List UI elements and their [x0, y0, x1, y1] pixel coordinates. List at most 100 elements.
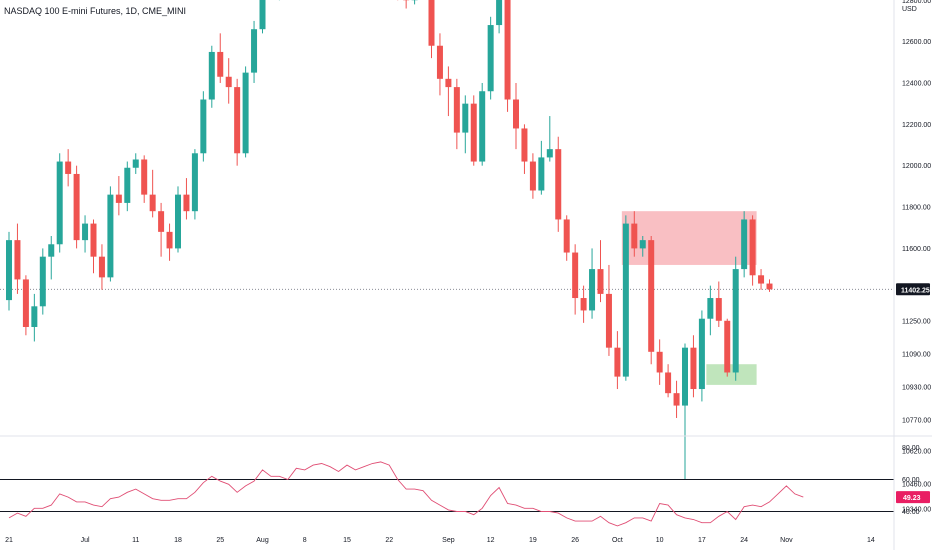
candle	[225, 58, 232, 104]
time-tick-label: Sep	[442, 537, 455, 544]
time-tick-label: 25	[216, 537, 224, 544]
price-tick-label: 10460.00	[902, 482, 931, 489]
rsi-tick-label: 60.00	[902, 477, 920, 484]
price-pane	[0, 0, 894, 481]
candle	[521, 124, 528, 174]
candle	[166, 223, 173, 261]
candle	[758, 269, 765, 290]
candle-body	[183, 194, 190, 212]
time-axis: 21 Jul 11 18 25 Aug 8 15 22 Sep 12 19 26 Oct 10 17 24 Nov…	[5, 537, 875, 544]
time-tick-label: 8	[303, 537, 307, 544]
candle-body	[141, 159, 148, 195]
candle-body	[14, 240, 21, 280]
time-tick-label: 24	[740, 537, 748, 544]
rsi-tick-label: 80.00	[902, 445, 920, 452]
candle	[259, 0, 266, 34]
time-tick-label: 26	[571, 537, 579, 544]
candle	[589, 248, 596, 319]
candle-body	[90, 223, 97, 257]
candle	[563, 215, 570, 261]
candle	[98, 244, 105, 290]
candle	[141, 155, 148, 203]
candle-body	[698, 318, 705, 390]
candle	[605, 264, 612, 356]
price-tick-label: 12600.00	[902, 39, 931, 46]
time-tick-label: Oct	[612, 537, 623, 544]
candle-body	[656, 351, 663, 373]
chart-title: NASDAQ 100 E-mini Futures, 1D, CME_MINI	[4, 6, 186, 16]
candle-body	[107, 194, 114, 278]
time-tick-label: 19	[529, 537, 537, 544]
candle-body	[605, 293, 612, 348]
candle-body	[724, 320, 731, 373]
candle	[555, 136, 562, 232]
price-axis: 14000.0013800.0013600.0013400.0013200.00…	[896, 0, 931, 513]
candle	[31, 293, 38, 342]
candle-body	[529, 161, 536, 191]
candle	[715, 281, 722, 327]
time-tick-label: Aug	[256, 537, 269, 544]
candle	[242, 66, 249, 158]
currency-label: USD	[902, 6, 917, 13]
candle	[707, 285, 714, 336]
candle-body	[453, 87, 460, 133]
candle-body	[48, 244, 55, 257]
price-tick-label: 10770.00	[902, 418, 931, 425]
candle	[251, 20, 258, 83]
candle-body	[639, 240, 646, 249]
candle	[200, 91, 207, 162]
candle-body	[98, 256, 105, 278]
candle	[22, 275, 29, 336]
candle	[56, 153, 63, 253]
price-tick-label: 11090.00	[902, 351, 931, 358]
candle	[614, 331, 621, 390]
candle-body	[496, 0, 503, 26]
price-tick-label: 11250.00	[902, 318, 931, 325]
candle	[673, 380, 680, 418]
candle-body	[580, 298, 587, 311]
candle	[682, 343, 688, 481]
last-price-badge	[896, 283, 930, 296]
candle-body	[715, 298, 722, 321]
candle	[14, 223, 21, 294]
candle-body	[251, 29, 258, 73]
candle	[470, 95, 477, 166]
price-tick-label: 10620.00	[902, 449, 931, 456]
time-tick-label: Jul	[81, 537, 90, 544]
demand-zone	[706, 364, 757, 385]
candle-body	[504, 0, 511, 100]
candle	[403, 0, 410, 9]
candle-body	[73, 173, 80, 241]
candle	[132, 153, 139, 174]
candle	[217, 33, 224, 83]
time-tick-label: 10	[656, 537, 664, 544]
price-tick-label: 10340.00	[902, 506, 931, 513]
candle-body	[225, 76, 232, 88]
candle	[436, 33, 443, 96]
candle	[428, 0, 435, 59]
candle-body	[682, 347, 688, 406]
candle-body	[538, 157, 545, 191]
candle-body	[259, 0, 266, 30]
candle-body	[124, 167, 131, 203]
candle	[597, 240, 604, 303]
candle-body	[758, 275, 765, 284]
price-tick-label: 12800.00	[902, 0, 931, 5]
rsi-axis: 80.00 60.00 40.00 49.23	[896, 445, 930, 516]
candle	[149, 169, 156, 218]
candle	[39, 248, 46, 315]
candle-body	[470, 103, 477, 162]
candle-body	[158, 211, 165, 232]
candle	[479, 82, 486, 166]
candle-body	[191, 153, 198, 212]
time-tick-label: 12	[487, 537, 495, 544]
candle	[175, 186, 181, 253]
candle-body	[597, 269, 604, 294]
candle-body	[428, 0, 435, 46]
candle	[690, 335, 697, 398]
candle	[572, 244, 579, 315]
candle-body	[487, 25, 494, 92]
candle	[622, 215, 629, 381]
candle	[648, 235, 655, 365]
